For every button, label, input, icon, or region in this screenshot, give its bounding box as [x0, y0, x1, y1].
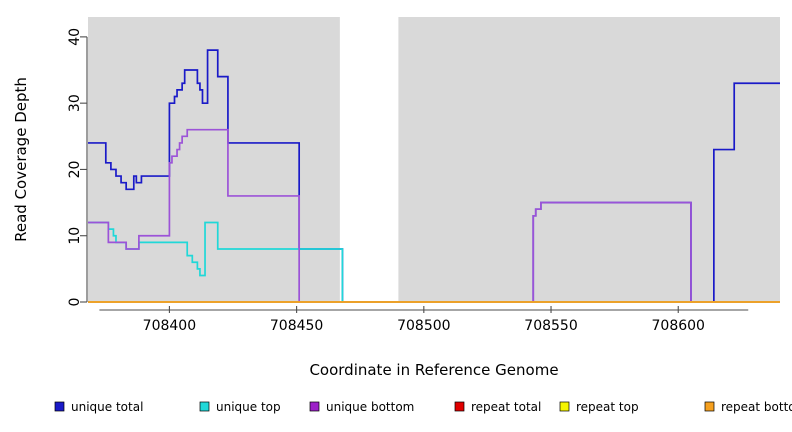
legend-label-repeat-bottom: repeat bottom	[721, 400, 792, 414]
legend-swatch-unique-bottom	[309, 401, 320, 412]
legend-swatch-repeat-total	[454, 401, 465, 412]
legend-label-unique-top: unique top	[216, 400, 281, 414]
series-unique-bottom	[88, 128, 780, 303]
y-tick-label-40: 40	[67, 28, 83, 46]
legend-label-unique-bottom: unique bottom	[326, 400, 414, 414]
x-tick-label-708550: 708550	[524, 318, 577, 334]
x-tick-label-708500: 708500	[397, 318, 450, 334]
y-tick-label-0: 0	[67, 298, 83, 307]
x-axis-title: Coordinate in Reference Genome	[309, 361, 558, 379]
legend-swatch-repeat-bottom	[704, 401, 715, 412]
y-tick-label-20: 20	[67, 161, 83, 179]
y-axis-title: Read Coverage Depth	[12, 77, 30, 242]
shaded-region-0	[88, 17, 340, 302]
y-tick-label-30: 30	[67, 94, 83, 112]
legend-label-repeat-top: repeat top	[576, 400, 639, 414]
legend-swatch-unique-top	[199, 401, 210, 412]
x-tick-label-708450: 708450	[270, 318, 323, 334]
shaded-region-1	[398, 17, 780, 302]
legend-label-repeat-total: repeat total	[471, 400, 541, 414]
y-tick-label-10: 10	[67, 227, 83, 245]
series-unique-top	[88, 221, 780, 303]
legend-swatch-unique-total	[54, 401, 65, 412]
x-tick-label-708600: 708600	[652, 318, 705, 334]
legend-swatch-repeat-top	[559, 401, 570, 412]
x-tick-label-708400: 708400	[143, 318, 196, 334]
legend-label-unique-total: unique total	[71, 400, 143, 414]
